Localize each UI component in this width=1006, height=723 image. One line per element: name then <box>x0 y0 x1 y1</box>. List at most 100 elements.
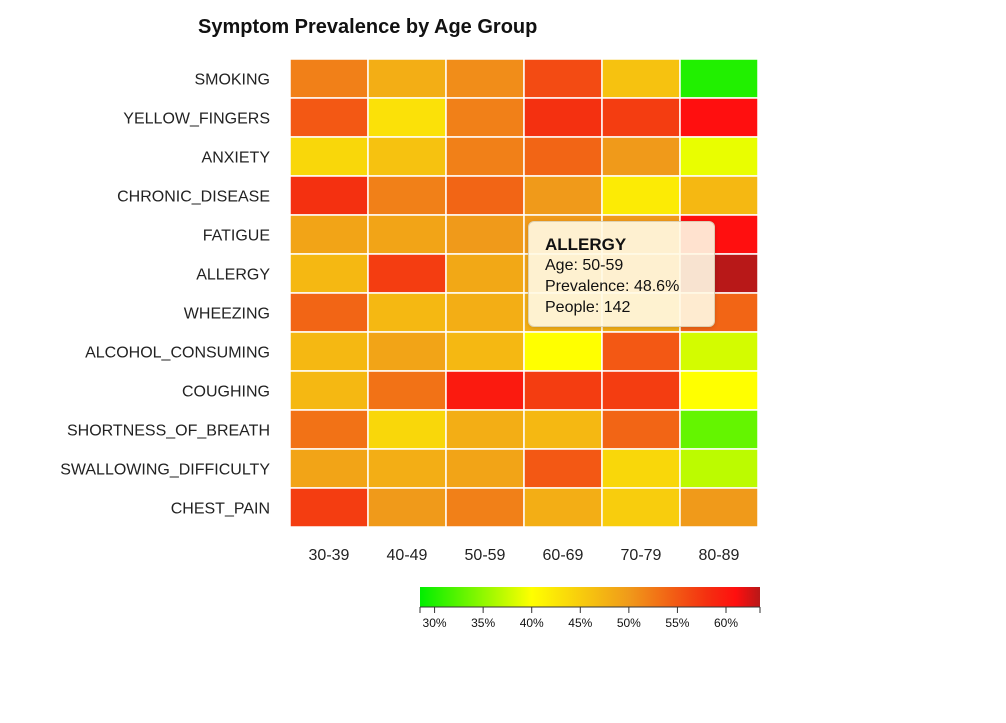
legend-tick-label: 40% <box>520 616 544 630</box>
column-labels: 30-39 40-49 50-59 60-69 70-79 80-89 <box>309 547 740 564</box>
heatmap-cell-yellow-fingers-60-69[interactable] <box>523 97 603 138</box>
heatmap-cell-anxiety-60-69[interactable] <box>523 136 603 177</box>
heatmap-cell-swallowing-difficulty-80-89[interactable] <box>679 448 759 489</box>
heatmap-cell-chest-pain-60-69[interactable] <box>523 487 603 528</box>
heatmap-cell-chronic-disease-60-69[interactable] <box>523 175 603 216</box>
heatmap-cell-shortness-of-breath-80-89[interactable] <box>679 409 759 450</box>
heatmap-cell-swallowing-difficulty-70-79[interactable] <box>601 448 681 489</box>
row-label: YELLOW_FINGERS <box>123 111 270 128</box>
column-label: 70-79 <box>621 547 662 564</box>
heatmap-cell-fatigue-30-39[interactable] <box>289 214 369 255</box>
row-label: SMOKING <box>194 72 270 89</box>
heatmap-cell-alcohol-consuming-30-39[interactable] <box>289 331 369 372</box>
heatmap-cell-shortness-of-breath-70-79[interactable] <box>601 409 681 450</box>
heatmap-cell-anxiety-50-59[interactable] <box>445 136 525 177</box>
heatmap-cell-coughing-50-59[interactable] <box>445 370 525 411</box>
column-label: 60-69 <box>543 547 584 564</box>
legend-tick-label: 30% <box>423 616 447 630</box>
heatmap-cell-wheezing-40-49[interactable] <box>367 292 447 333</box>
heatmap-cell-alcohol-consuming-50-59[interactable] <box>445 331 525 372</box>
heatmap-cell-chest-pain-30-39[interactable] <box>289 487 369 528</box>
heatmap-cell-alcohol-consuming-80-89[interactable] <box>679 331 759 372</box>
heatmap-cell-yellow-fingers-70-79[interactable] <box>601 97 681 138</box>
heatmap-cell-chronic-disease-30-39[interactable] <box>289 175 369 216</box>
heatmap-cell-smoking-30-39[interactable] <box>289 58 369 99</box>
tooltip-age: Age: 50-59 <box>545 257 624 274</box>
heatmap-cell-shortness-of-breath-30-39[interactable] <box>289 409 369 450</box>
heatmap-cell-swallowing-difficulty-50-59[interactable] <box>445 448 525 489</box>
heatmap-cell-allergy-30-39[interactable] <box>289 253 369 294</box>
tooltip-prevalence: Prevalence: 48.6% <box>545 278 680 295</box>
heatmap-cell-yellow-fingers-80-89[interactable] <box>679 97 759 138</box>
heatmap-cell-chest-pain-70-79[interactable] <box>601 487 681 528</box>
tooltip-title: ALLERGY <box>545 235 627 254</box>
heatmap-cell-smoking-60-69[interactable] <box>523 58 603 99</box>
heatmap-cell-shortness-of-breath-60-69[interactable] <box>523 409 603 450</box>
heatmap-cell-shortness-of-breath-40-49[interactable] <box>367 409 447 450</box>
heatmap-cell-coughing-60-69[interactable] <box>523 370 603 411</box>
heatmap-cell-chest-pain-80-89[interactable] <box>679 487 759 528</box>
heatmap-cell-yellow-fingers-50-59[interactable] <box>445 97 525 138</box>
heatmap-cell-anxiety-80-89[interactable] <box>679 136 759 177</box>
legend-tick-label: 60% <box>714 616 738 630</box>
heatmap-cell-chronic-disease-70-79[interactable] <box>601 175 681 216</box>
row-label: CHRONIC_DISEASE <box>117 189 270 206</box>
legend-tick-label: 45% <box>568 616 592 630</box>
legend-tick-label: 55% <box>665 616 689 630</box>
heatmap-cell-wheezing-50-59[interactable] <box>445 292 525 333</box>
legend-gradient-bar <box>420 587 760 607</box>
column-label: 50-59 <box>465 547 506 564</box>
column-label: 40-49 <box>387 547 428 564</box>
row-labels: SMOKING YELLOW_FINGERS ANXIETY CHRONIC_DISE… <box>60 72 270 518</box>
heatmap-cell-swallowing-difficulty-30-39[interactable] <box>289 448 369 489</box>
row-label: CHEST_PAIN <box>171 501 270 518</box>
heatmap-cell-chronic-disease-80-89[interactable] <box>679 175 759 216</box>
heatmap-cell-alcohol-consuming-60-69[interactable] <box>523 331 603 372</box>
legend-ticks: 30% 35% 40% 45% 50% 55% 60% <box>419 607 761 630</box>
row-label: FATIGUE <box>203 228 270 245</box>
heatmap-cell-swallowing-difficulty-40-49[interactable] <box>367 448 447 489</box>
heatmap-cell-alcohol-consuming-70-79[interactable] <box>601 331 681 372</box>
heatmap-cell-wheezing-30-39[interactable] <box>289 292 369 333</box>
heatmap-cell-allergy-50-59[interactable] <box>445 253 525 294</box>
heatmap-cell-anxiety-30-39[interactable] <box>289 136 369 177</box>
heatmap-cell-smoking-80-89[interactable] <box>679 58 759 99</box>
column-label: 80-89 <box>699 547 740 564</box>
heatmap-cell-coughing-70-79[interactable] <box>601 370 681 411</box>
row-label: SHORTNESS_OF_BREATH <box>67 423 270 440</box>
tooltip-people: People: 142 <box>545 299 631 316</box>
legend-tick-label: 50% <box>617 616 641 630</box>
heatmap-cell-anxiety-40-49[interactable] <box>367 136 447 177</box>
column-label: 30-39 <box>309 547 350 564</box>
heatmap-cell-smoking-50-59[interactable] <box>445 58 525 99</box>
heatmap-cell-swallowing-difficulty-60-69[interactable] <box>523 448 603 489</box>
heatmap-cell-chest-pain-40-49[interactable] <box>367 487 447 528</box>
heatmap-cell-coughing-40-49[interactable] <box>367 370 447 411</box>
heatmap-cell-yellow-fingers-40-49[interactable] <box>367 97 447 138</box>
cell-tooltip: ALLERGY Age: 50-59 Prevalence: 48.6% Peo… <box>528 221 715 327</box>
heatmap-cell-alcohol-consuming-40-49[interactable] <box>367 331 447 372</box>
heatmap-cell-fatigue-40-49[interactable] <box>367 214 447 255</box>
row-label: ANXIETY <box>202 150 271 167</box>
heatmap-cell-smoking-40-49[interactable] <box>367 58 447 99</box>
heatmap-cell-chronic-disease-40-49[interactable] <box>367 175 447 216</box>
heatmap-cell-coughing-30-39[interactable] <box>289 370 369 411</box>
heatmap-cell-allergy-40-49[interactable] <box>367 253 447 294</box>
heatmap-cell-chest-pain-50-59[interactable] <box>445 487 525 528</box>
heatmap-cell-anxiety-70-79[interactable] <box>601 136 681 177</box>
heatmap-cell-yellow-fingers-30-39[interactable] <box>289 97 369 138</box>
legend-tick-label: 35% <box>471 616 495 630</box>
color-legend: 30% 35% 40% 45% 50% 55% 60% <box>419 587 761 630</box>
heatmap-cell-coughing-80-89[interactable] <box>679 370 759 411</box>
row-label: WHEEZING <box>184 306 270 323</box>
heatmap-cell-shortness-of-breath-50-59[interactable] <box>445 409 525 450</box>
row-label: SWALLOWING_DIFFICULTY <box>60 462 270 479</box>
chart-title: Symptom Prevalence by Age Group <box>198 16 537 38</box>
row-label: ALCOHOL_CONSUMING <box>85 345 270 362</box>
row-label: COUGHING <box>182 384 270 401</box>
heatmap-cell-chronic-disease-50-59[interactable] <box>445 175 525 216</box>
row-label: ALLERGY <box>196 267 270 284</box>
heatmap-cell-smoking-70-79[interactable] <box>601 58 681 99</box>
heatmap-cell-fatigue-50-59[interactable] <box>445 214 525 255</box>
